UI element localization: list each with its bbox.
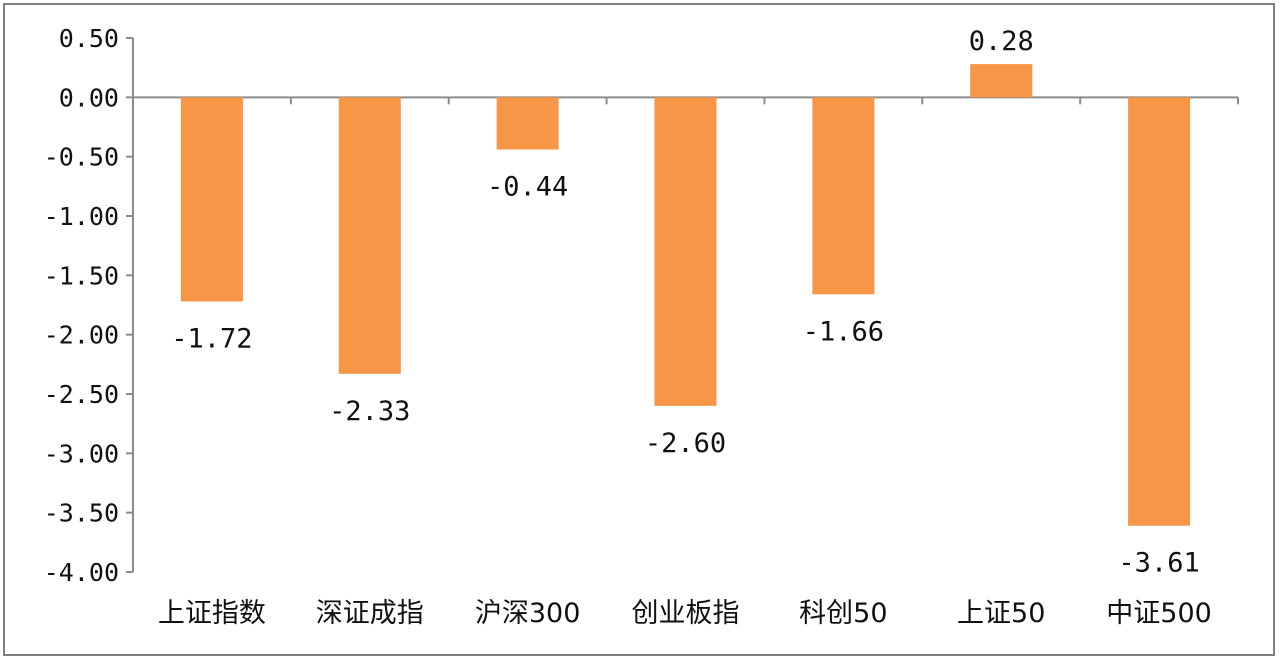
bar [180, 97, 243, 302]
category-label: 上证指数 [158, 598, 266, 629]
y-tick-label: -3.00 [44, 439, 119, 468]
bar [812, 97, 875, 295]
y-tick-label: -1.00 [44, 202, 119, 231]
y-tick-label: -0.50 [44, 143, 119, 172]
data-label: -1.72 [171, 323, 252, 354]
y-axis: 0.50 0.00 -0.50 -1.00 -1.50 -2.00 -2.50 -3.00 -3… [44, 24, 1239, 587]
x-axis-categories: 上证指数 深证成指 沪深300 创业板指 科创50 上证50 中证500 [158, 598, 1212, 629]
y-tick-label: -3.50 [44, 499, 119, 528]
category-label: 沪深300 [475, 598, 581, 629]
bar [338, 97, 401, 374]
data-label: -1.66 [803, 316, 884, 347]
data-labels: -1.72 -2.33 -0.44 -2.60 -1.66 0.28 -3.61 [171, 26, 1199, 579]
bars [180, 64, 1191, 526]
category-label: 科创50 [799, 598, 887, 629]
data-label: -2.60 [645, 428, 726, 459]
bar [496, 97, 559, 150]
y-tick-label: -2.00 [44, 321, 119, 350]
bar [654, 97, 717, 406]
y-tick-label: 0.00 [59, 83, 119, 112]
category-label: 中证500 [1106, 598, 1212, 629]
data-label: -3.61 [1118, 548, 1199, 579]
data-label: -2.33 [329, 396, 410, 427]
bar [1128, 97, 1191, 526]
category-label: 深证成指 [316, 598, 424, 629]
y-tick-label: -1.50 [44, 261, 119, 290]
y-tick-label: 0.50 [59, 24, 119, 53]
bar [970, 64, 1033, 98]
y-tick-label: -2.50 [44, 380, 119, 409]
data-label: 0.28 [969, 26, 1034, 57]
data-label: -0.44 [487, 172, 568, 203]
category-label: 创业板指 [632, 598, 740, 629]
y-tick-label: -4.00 [44, 558, 119, 587]
category-label: 上证50 [957, 598, 1045, 629]
